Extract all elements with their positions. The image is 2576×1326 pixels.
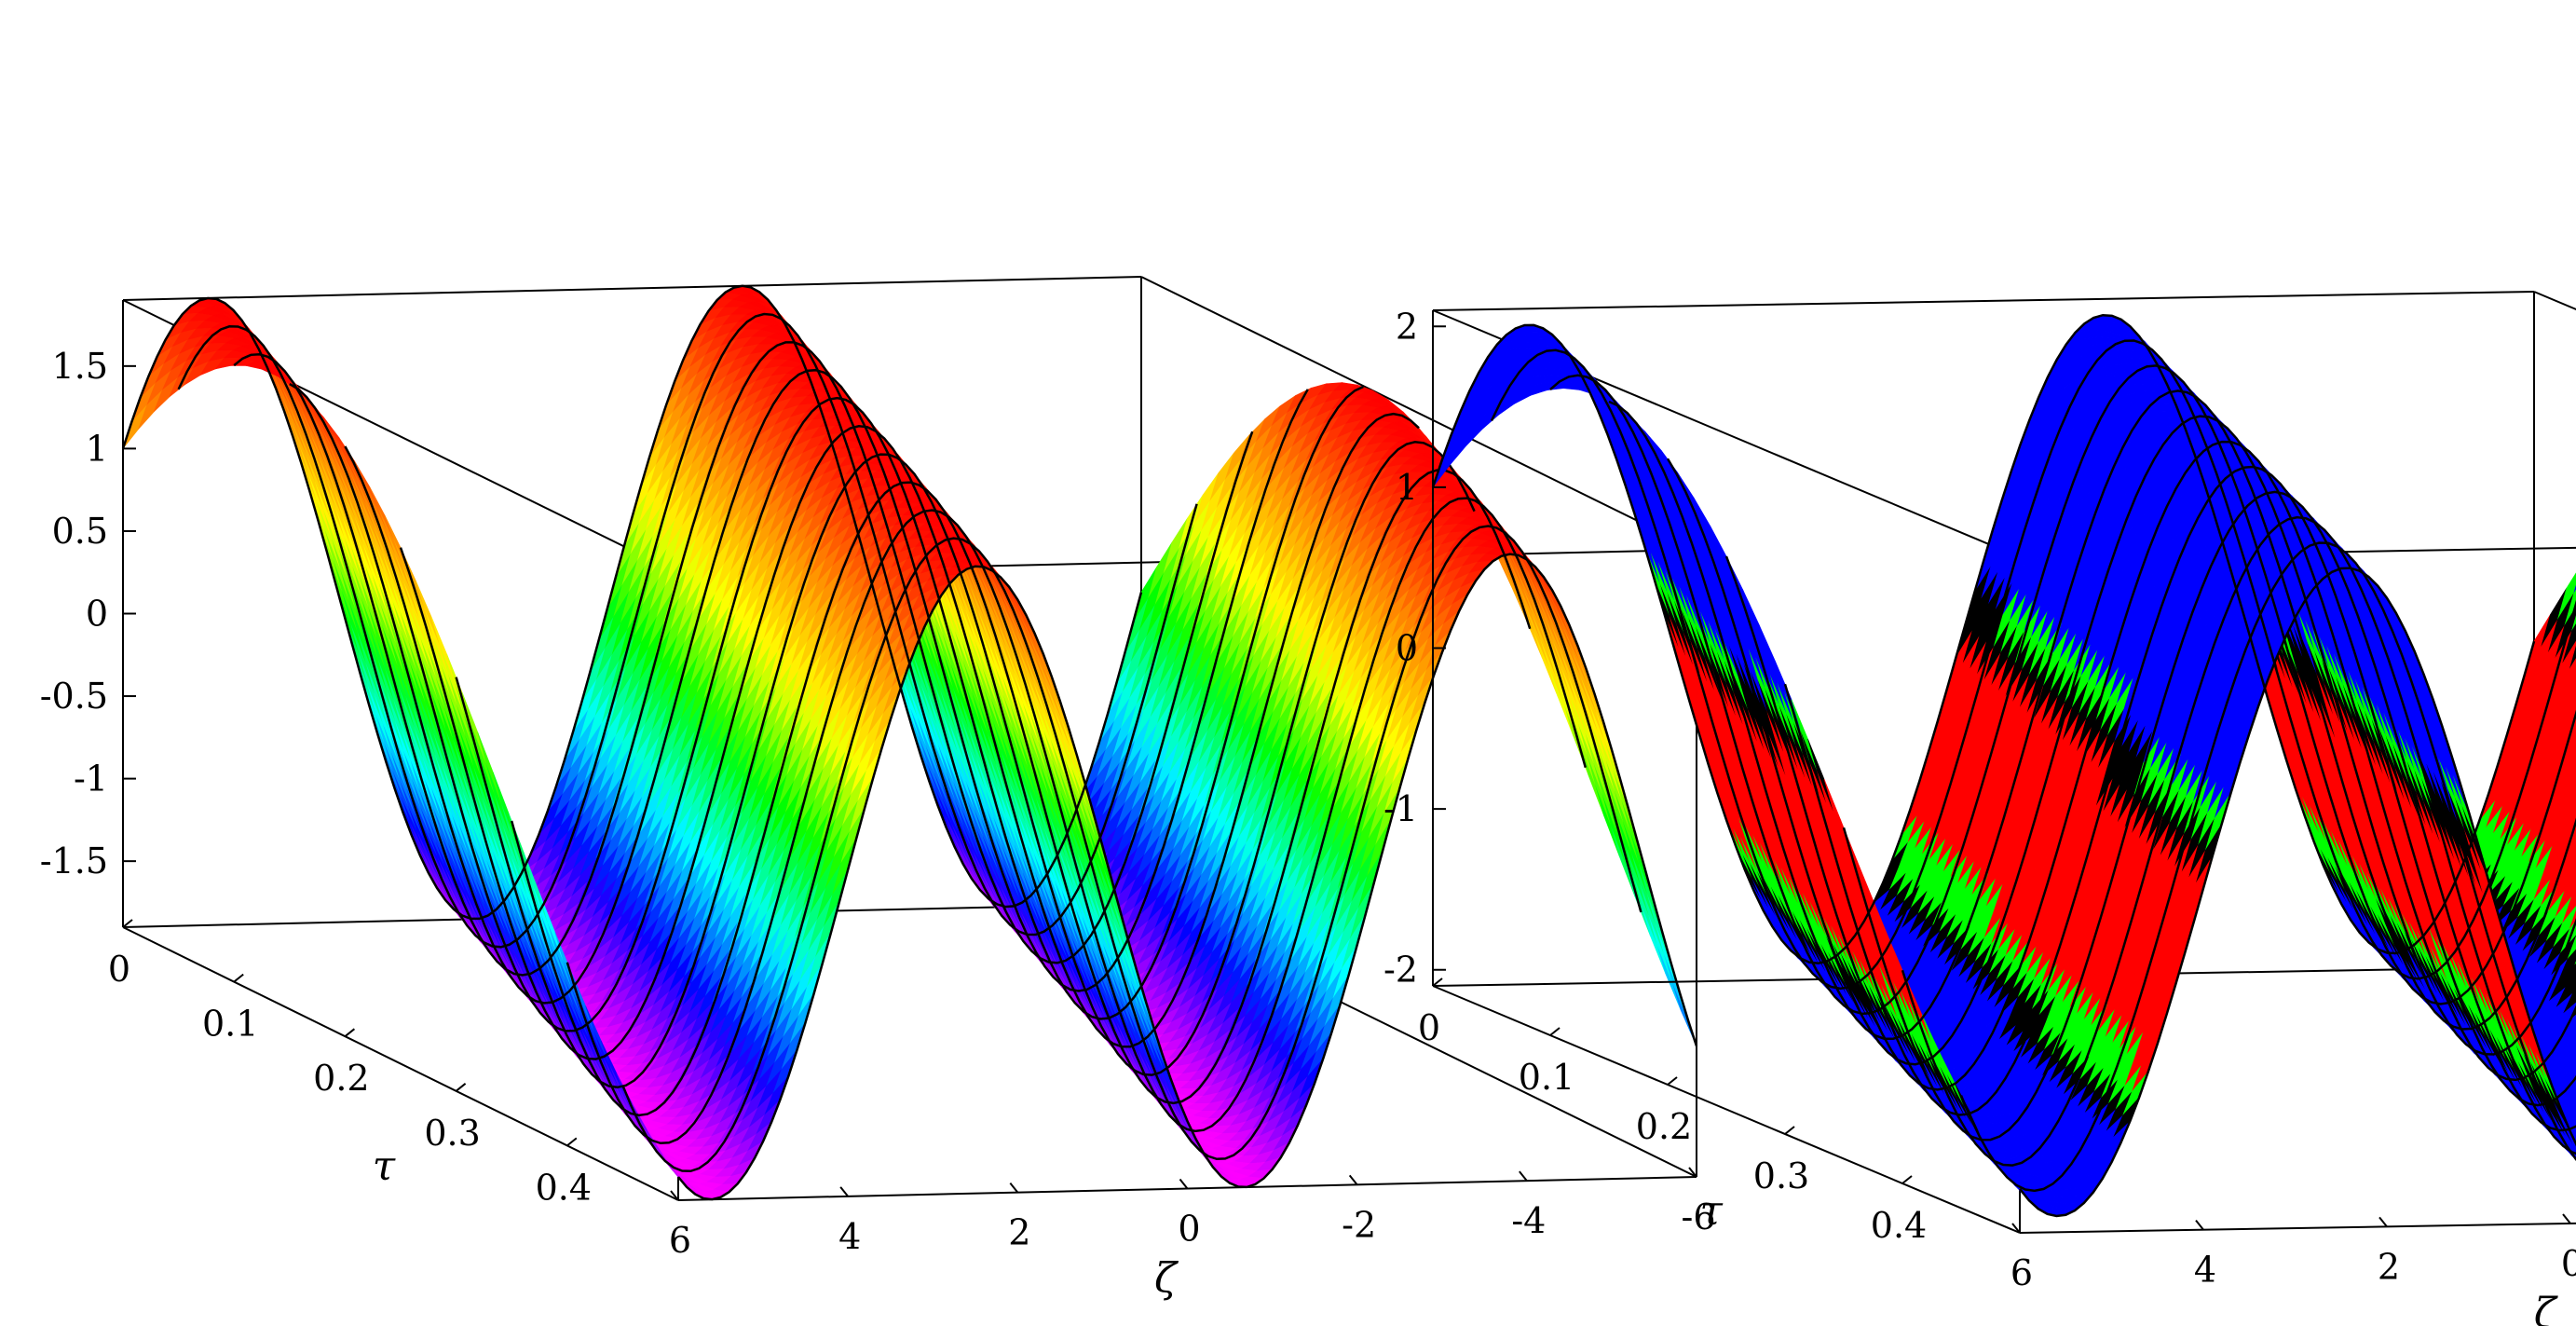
y-tick-label: 0 — [1178, 1209, 1200, 1250]
box-edge — [1140, 276, 1697, 551]
x-tick-label: 0.1 — [202, 1004, 258, 1045]
z-tick-label: -1.5 — [40, 841, 108, 882]
box-edge — [122, 276, 1142, 301]
z-tick-label: 0 — [86, 594, 108, 635]
y-tick-label: 4 — [838, 1216, 861, 1257]
z-tick-label: 0.5 — [52, 511, 108, 552]
y-axis-label: ζ — [1154, 1255, 1179, 1303]
x-tick-label: 0.2 — [313, 1058, 369, 1099]
y-tick — [1179, 1178, 1189, 1190]
y-tick-label: -2 — [1342, 1204, 1376, 1245]
x-tick — [122, 919, 133, 928]
y-tick-label: 2 — [1008, 1212, 1030, 1253]
y-tick — [839, 1186, 849, 1197]
x-tick-label: 0.3 — [424, 1113, 480, 1154]
x-tick-label: 0.4 — [536, 1167, 592, 1208]
surface-plot-left: 1.510.50-0.5-1-1.500.10.20.30.46 4 2 0 -2 -4-… — [40, 276, 1716, 1303]
x-tick — [233, 973, 244, 983]
y-tick — [1009, 1182, 1019, 1194]
z-tick-label: -1 — [74, 759, 108, 800]
z-tick-label: -0.5 — [40, 676, 108, 717]
x-axis-label: τ — [373, 1142, 396, 1190]
z-tick-label: 1 — [86, 428, 108, 469]
x-tick — [566, 1137, 578, 1147]
z-tick-label: 1.5 — [52, 346, 108, 387]
y-tick-label: -4 — [1511, 1200, 1546, 1241]
x-tick — [344, 1028, 356, 1037]
x-tick-label: 0 — [108, 949, 130, 990]
y-tick — [1519, 1170, 1528, 1182]
box-edge — [122, 926, 679, 1201]
y-tick — [1348, 1174, 1358, 1185]
x-tick — [455, 1083, 467, 1092]
box-edge — [2019, 1222, 2576, 1234]
y-tick-label: 6 — [669, 1220, 691, 1261]
box-edge — [2533, 291, 2576, 311]
box-edge — [1432, 291, 2535, 311]
